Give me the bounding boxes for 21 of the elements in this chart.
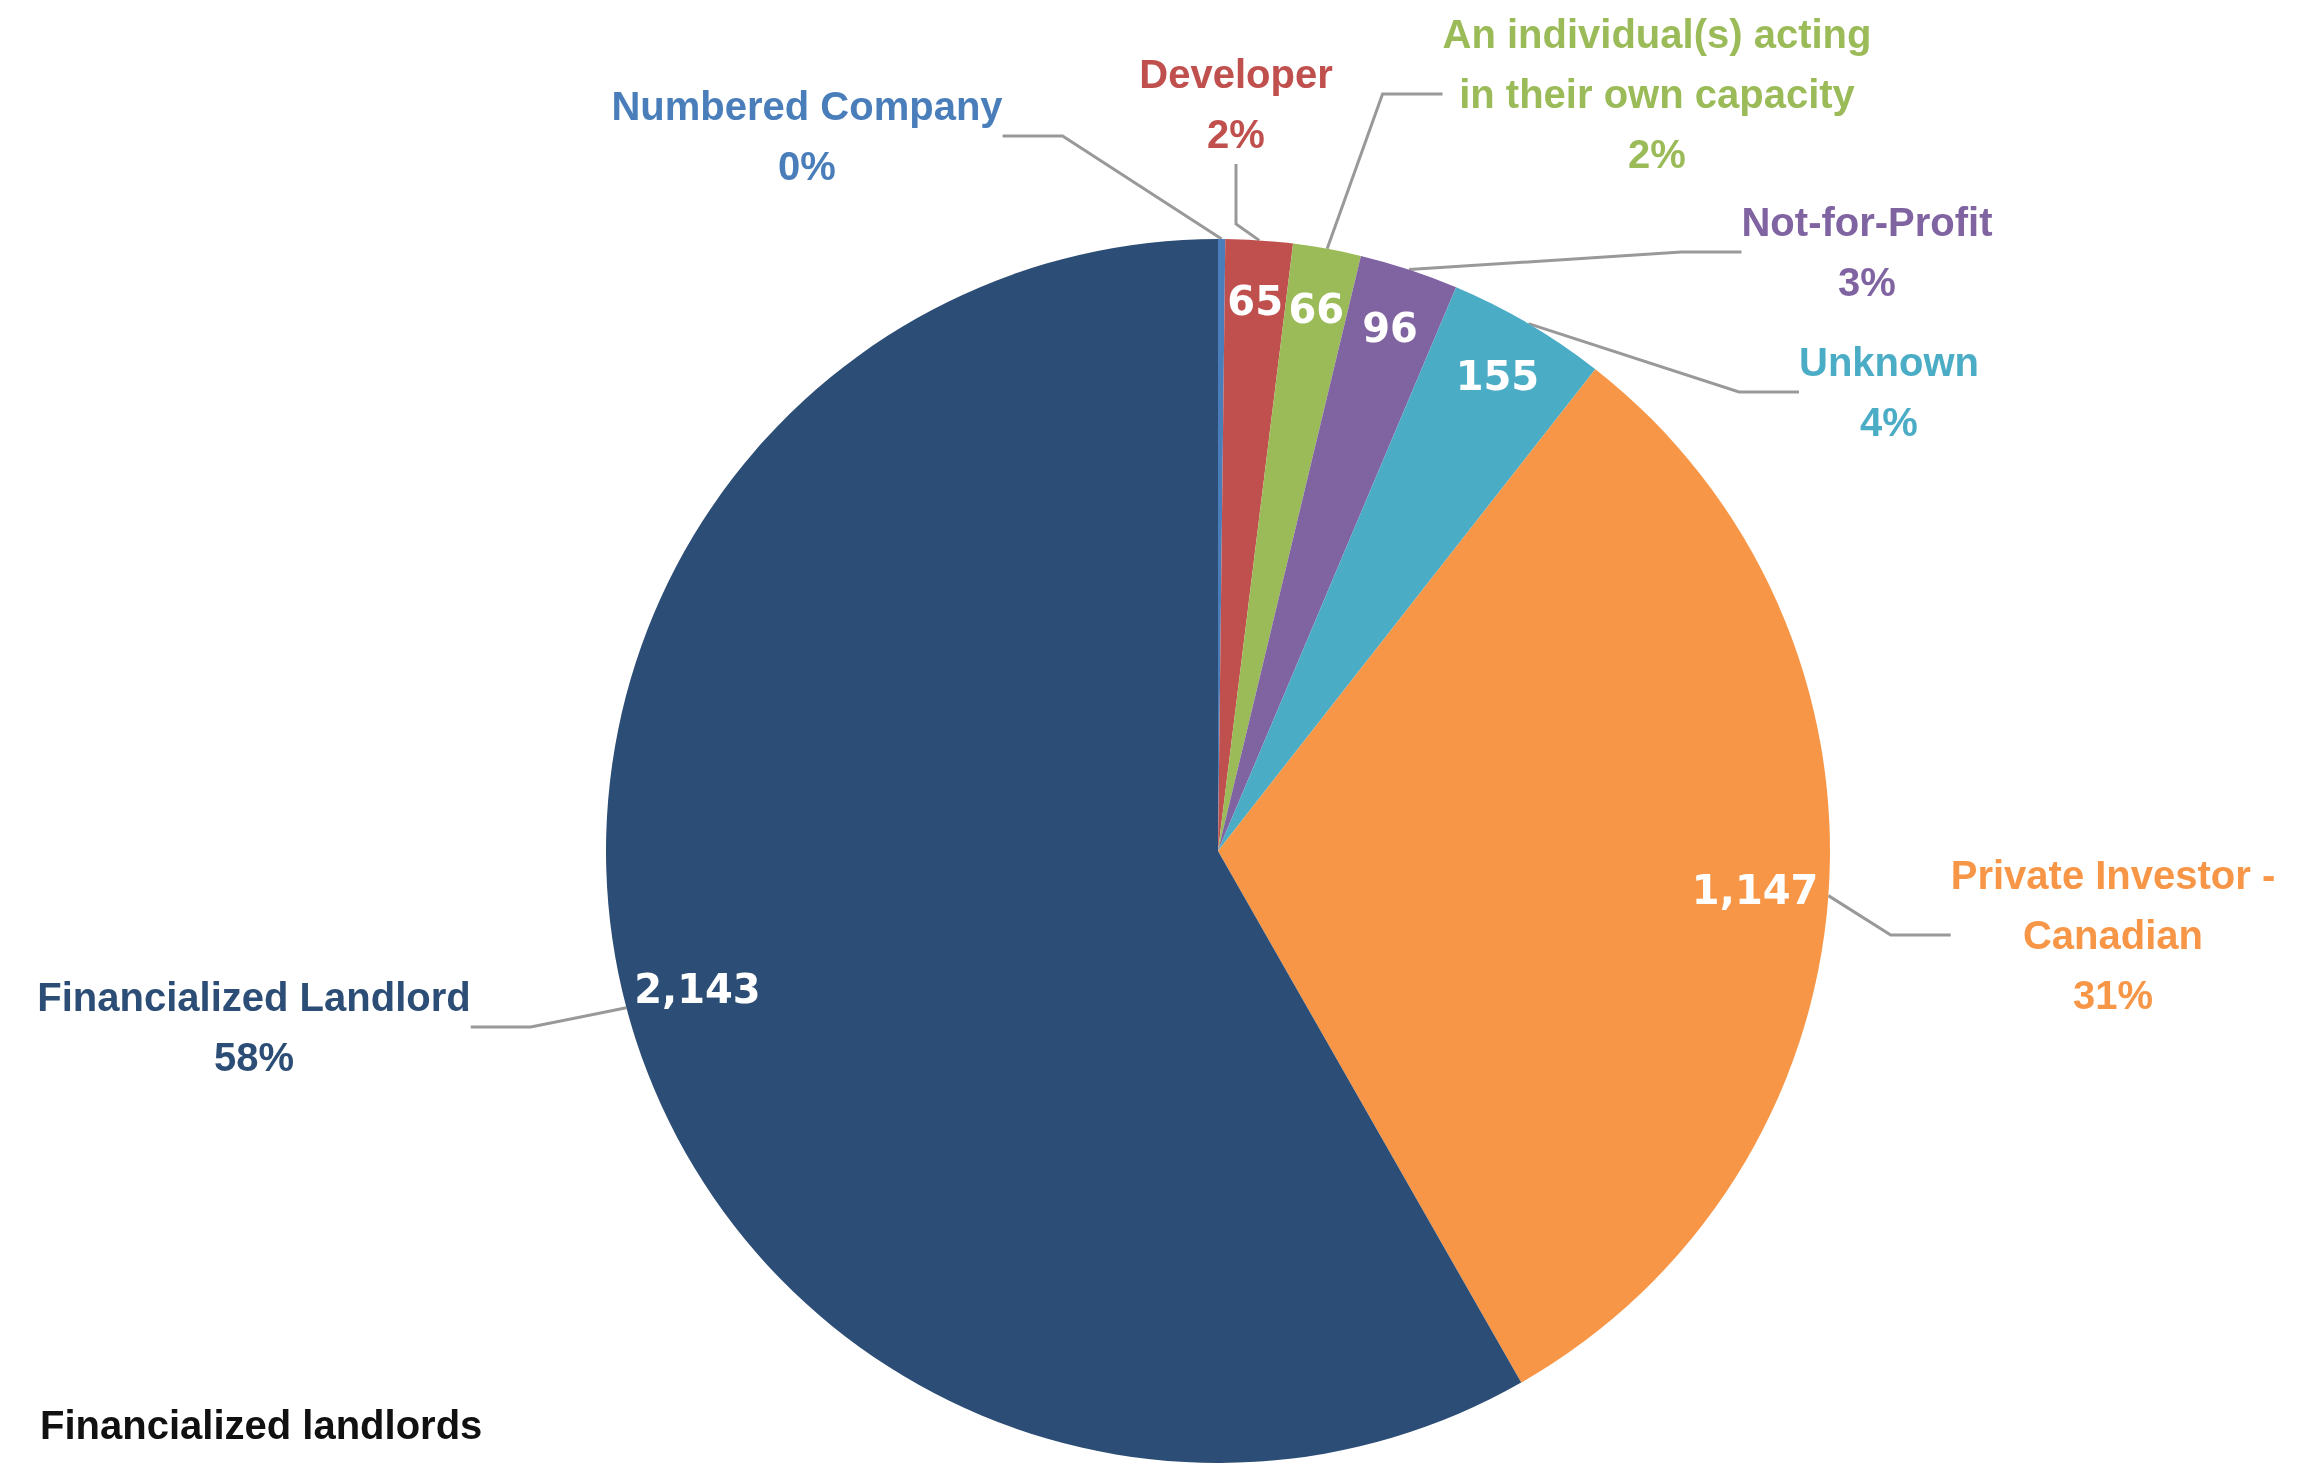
slice-label: Financialized Landlord <box>37 975 471 1019</box>
text: 0% <box>778 144 836 188</box>
slice-label: Private Investor - Canadian <box>1950 853 2276 957</box>
text: 2% <box>1207 112 1265 156</box>
data-label: 66 <box>1288 286 1345 333</box>
data-label: 96 <box>1362 304 1418 351</box>
data-label: 65 <box>1227 278 1283 325</box>
data-label: 155 <box>1455 353 1540 400</box>
data-label: 1,147 <box>1691 867 1819 914</box>
data-label: 2,143 <box>634 966 761 1013</box>
slice-label: Not-for-Profit <box>1741 200 1993 244</box>
text: 4% <box>1860 400 1918 444</box>
text: 31% <box>2072 973 2154 1017</box>
text: Financialized landlords <box>40 1403 483 1447</box>
slice-label: Numbered Company <box>611 84 1004 128</box>
slice-label: Unknown <box>1799 340 1979 384</box>
text: 58% <box>213 1035 295 1079</box>
slice-label: Developer <box>1139 52 1333 96</box>
text: 3% <box>1838 260 1896 304</box>
text: 2% <box>1628 132 1686 176</box>
slice-label: An individual(s) acting in their own capacity <box>1442 12 1872 116</box>
